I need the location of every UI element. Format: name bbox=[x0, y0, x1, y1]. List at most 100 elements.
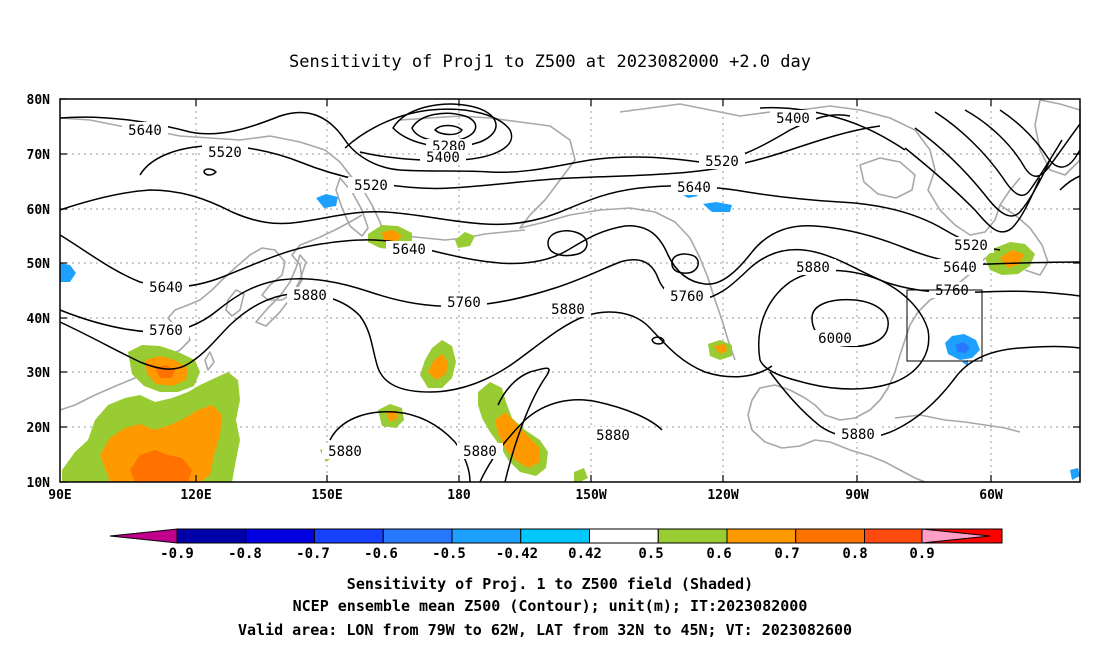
lon-label: 120W bbox=[707, 488, 738, 503]
shading-positive-center-pacific-inner bbox=[386, 410, 398, 422]
colorbar-label: -0.6 bbox=[364, 546, 398, 562]
shading-positive-east-asia-inner bbox=[100, 405, 222, 482]
coastline-alaska bbox=[399, 115, 736, 361]
colorbar-segment bbox=[382, 528, 453, 544]
colorbar-segment bbox=[176, 528, 247, 544]
colorbar-segment bbox=[451, 528, 522, 544]
axis-ticks bbox=[60, 98, 1080, 483]
contour-trough-6 bbox=[1059, 175, 1081, 191]
shading-negative-east-edge bbox=[1070, 468, 1080, 480]
lon-label: 150W bbox=[575, 488, 606, 503]
coastline-taiwan bbox=[204, 351, 215, 371]
contour-5880-north-loop bbox=[758, 269, 930, 390]
colorbar-left-arrow bbox=[109, 528, 178, 544]
contour-label: 5880 bbox=[328, 444, 362, 460]
contour-5880-low-left bbox=[329, 411, 471, 483]
lon-label: 180 bbox=[447, 488, 471, 503]
contour-5520-mid bbox=[59, 185, 1001, 251]
contour-5280-core bbox=[434, 124, 463, 136]
contour-label: 5880 bbox=[463, 444, 497, 460]
colorbar-segment bbox=[795, 528, 865, 544]
lat-label: 20N bbox=[27, 421, 51, 436]
coastline-central-america bbox=[829, 441, 926, 483]
latitude-labels: 80N 70N 60N 50N 40N 30N 20N 10N bbox=[27, 93, 51, 491]
coastline-japan bbox=[255, 254, 307, 327]
map-frame bbox=[59, 98, 1081, 483]
shading-positive-dateline-inner bbox=[428, 354, 448, 380]
colorbar-segment bbox=[314, 528, 384, 544]
contour-labels: 5640 5520 5280 5400 5520 5400 5520 5640 … bbox=[122, 110, 994, 460]
colorbar-segment bbox=[589, 528, 659, 544]
footer-line-1: Sensitivity of Proj. 1 to Z500 field (Sh… bbox=[347, 575, 753, 593]
contour-5880-west bbox=[59, 292, 773, 393]
lat-label: 70N bbox=[27, 148, 51, 163]
contour-label: 5640 bbox=[392, 242, 426, 258]
colorbar-segments bbox=[176, 528, 1003, 544]
coastline-hudson-bay bbox=[859, 157, 916, 199]
contour-trough-5 bbox=[999, 109, 1081, 168]
contour-trough-3 bbox=[934, 111, 1063, 196]
lon-label: 90W bbox=[845, 488, 869, 503]
shading-positive-east-asia-core bbox=[130, 450, 192, 482]
sensitivity-shading bbox=[60, 192, 1080, 482]
shading-positive-small-2-inner bbox=[714, 344, 728, 354]
colorbar-label: 0.6 bbox=[706, 546, 731, 562]
colorbar-segment bbox=[726, 528, 797, 544]
contour-5880-low-mid bbox=[497, 367, 550, 483]
colorbar-label: -0.42 bbox=[496, 546, 538, 562]
contour-ring-2 bbox=[671, 253, 699, 274]
contour-label: 5760 bbox=[935, 283, 969, 299]
figure-title: Sensitivity of Proj1 to Z500 at 20230820… bbox=[289, 52, 811, 72]
contour-5880-south-east bbox=[769, 345, 1081, 439]
contour-label: 5880 bbox=[551, 302, 585, 318]
colorbar-label: 0.8 bbox=[842, 546, 867, 562]
footer-line-3: Valid area: LON from 79W to 62W, LAT fro… bbox=[238, 621, 852, 639]
contour-trough-4 bbox=[964, 109, 1081, 177]
shading-negative-west-edge bbox=[60, 263, 76, 282]
colorbar-segment bbox=[520, 528, 590, 544]
contour-label: 5880 bbox=[293, 288, 327, 304]
colorbar: -0.9 -0.8 -0.7 -0.6 -0.5 -0.42 0.42 0.5 … bbox=[109, 528, 1003, 562]
shading-positive-small-1 bbox=[455, 232, 475, 248]
colorbar-labels: -0.9 -0.8 -0.7 -0.6 -0.5 -0.42 0.42 0.5 … bbox=[160, 546, 935, 562]
contour-label: 5640 bbox=[128, 123, 162, 139]
valid-area-box bbox=[906, 289, 983, 362]
map-panel: 5640 5520 5280 5400 5520 5400 5520 5640 … bbox=[27, 93, 1081, 503]
contour-label: 6000 bbox=[818, 331, 852, 347]
lat-label: 60N bbox=[27, 203, 51, 218]
coastline-greenland bbox=[1034, 99, 1081, 176]
colorbar-segment bbox=[657, 528, 728, 544]
shading-negative-pacific-1 bbox=[316, 194, 338, 208]
coastline-korea bbox=[225, 289, 245, 317]
colorbar-label: 0.9 bbox=[909, 546, 934, 562]
footer-line-2: NCEP ensemble mean Z500 (Contour); unit(… bbox=[293, 597, 808, 615]
colorbar-label: -0.7 bbox=[296, 546, 330, 562]
contour-ring-4 bbox=[651, 336, 665, 345]
contour-label: 5400 bbox=[776, 111, 810, 127]
contour-label: 5640 bbox=[943, 260, 977, 276]
colorbar-label: -0.9 bbox=[160, 546, 194, 562]
contour-label: 5520 bbox=[354, 178, 388, 194]
shading-negative-valid-area-core bbox=[955, 342, 970, 353]
lat-label: 10N bbox=[27, 476, 51, 491]
contour-label: 5520 bbox=[208, 145, 242, 161]
lon-label: 150E bbox=[311, 488, 342, 503]
shading-positive-kuril-inner bbox=[382, 230, 402, 242]
colorbar-label: -0.8 bbox=[228, 546, 262, 562]
contour-ring-1 bbox=[547, 230, 588, 257]
lon-label: 60W bbox=[979, 488, 1003, 503]
contour-label: 5880 bbox=[841, 427, 875, 443]
colorbar-segment bbox=[245, 528, 315, 544]
lon-label: 120E bbox=[180, 488, 211, 503]
contour-label: 5520 bbox=[705, 154, 739, 170]
contour-label: 5520 bbox=[954, 238, 988, 254]
contour-trough-1 bbox=[904, 147, 1041, 233]
contour-label: 5640 bbox=[149, 280, 183, 296]
contour-label: 5760 bbox=[149, 323, 183, 339]
contour-ring-3 bbox=[203, 168, 217, 176]
coastline-gulf-mexico bbox=[747, 384, 831, 449]
contour-label: 5760 bbox=[670, 289, 704, 305]
colorbar-label: 0.42 bbox=[568, 546, 602, 562]
contour-label: 5880 bbox=[796, 260, 830, 276]
